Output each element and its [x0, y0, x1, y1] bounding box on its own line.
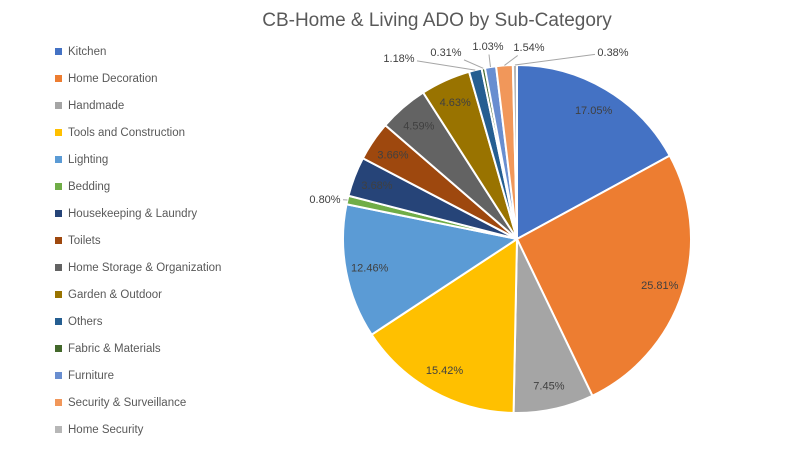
legend-item-kitchen: Kitchen	[55, 38, 221, 65]
data-label: 17.05%	[575, 105, 613, 117]
pie-slice-home-decoration	[516, 154, 693, 397]
data-label: 4.63%	[440, 97, 471, 109]
data-label: 12.46%	[351, 262, 389, 274]
label-leader-line	[463, 59, 484, 69]
legend-label: Toilets	[68, 234, 101, 247]
legend-item-home-decoration: Home Decoration	[55, 65, 221, 92]
legend-label: Bedding	[68, 180, 111, 193]
legend-swatch-icon	[55, 129, 62, 136]
legend-swatch-icon	[55, 183, 62, 190]
legend-swatch-icon	[55, 372, 62, 379]
data-label: 3.66%	[377, 149, 408, 161]
legend-label: Home Storage & Organization	[68, 261, 222, 274]
data-label: 1.54%	[513, 42, 544, 54]
legend-item-garden-outdoor: Garden & Outdoor	[55, 281, 221, 308]
legend-label: Kitchen	[68, 45, 107, 58]
legend-swatch-icon	[55, 48, 62, 55]
legend-label: Tools and Construction	[68, 126, 185, 139]
legend-item-home-security: Home Security	[55, 416, 221, 443]
data-label: 0.31%	[430, 47, 461, 59]
data-label: 0.38%	[597, 47, 628, 59]
legend-label: Others	[68, 315, 103, 328]
label-leader-line	[514, 53, 596, 66]
legend-label: Home Security	[68, 423, 144, 436]
legend-swatch-icon	[55, 237, 62, 244]
legend-item-security-surveillance: Security & Surveillance	[55, 389, 221, 416]
legend-swatch-icon	[55, 318, 62, 325]
legend-label: Home Decoration	[68, 72, 158, 85]
pie-slice-kitchen	[516, 64, 671, 240]
data-label: 15.42%	[426, 365, 464, 377]
legend-item-home-storage-organization: Home Storage & Organization	[55, 254, 221, 281]
label-leader-line	[504, 55, 518, 66]
legend-swatch-icon	[55, 291, 62, 298]
legend-label: Furniture	[68, 369, 115, 382]
legend-label: Garden & Outdoor	[68, 288, 162, 301]
data-label: 4.59%	[403, 121, 434, 133]
legend-label: Handmade	[68, 99, 125, 112]
legend-item-fabric-materials: Fabric & Materials	[55, 335, 221, 362]
legend-item-furniture: Furniture	[55, 362, 221, 389]
legend-label: Housekeeping & Laundry	[68, 207, 198, 220]
data-label: 1.03%	[472, 41, 503, 53]
legend-label: Lighting	[68, 153, 109, 166]
chart-title: CB-Home & Living ADO by Sub-Category	[262, 10, 612, 31]
legend-swatch-icon	[55, 210, 62, 217]
data-label: 25.81%	[641, 280, 679, 292]
legend-item-tools-and-construction: Tools and Construction	[55, 119, 221, 146]
data-label: 1.18%	[383, 53, 414, 65]
data-label: 0.80%	[309, 194, 340, 206]
legend-item-toilets: Toilets	[55, 227, 221, 254]
legend-item-bedding: Bedding	[55, 173, 221, 200]
legend-swatch-icon	[55, 426, 62, 433]
legend-item-lighting: Lighting	[55, 146, 221, 173]
pie-slice-lighting	[342, 203, 518, 336]
legend-item-handmade: Handmade	[55, 92, 221, 119]
legend-swatch-icon	[55, 345, 62, 352]
legend: Kitchen Home Decoration Handmade Tools and …	[55, 38, 221, 443]
legend-swatch-icon	[55, 399, 62, 406]
pie-slice-tools-and-construction	[370, 238, 518, 414]
legend-label: Fabric & Materials	[68, 342, 161, 355]
label-leader-line	[416, 60, 476, 71]
data-label: 3.68%	[361, 180, 392, 192]
legend-label: Security & Surveillance	[68, 396, 187, 409]
data-label: 7.45%	[533, 380, 564, 392]
legend-item-housekeeping-laundry: Housekeeping & Laundry	[55, 200, 221, 227]
label-leader-line	[488, 54, 491, 68]
legend-swatch-icon	[55, 156, 62, 163]
legend-swatch-icon	[55, 75, 62, 82]
legend-swatch-icon	[55, 264, 62, 271]
legend-item-others: Others	[55, 308, 221, 335]
legend-swatch-icon	[55, 102, 62, 109]
